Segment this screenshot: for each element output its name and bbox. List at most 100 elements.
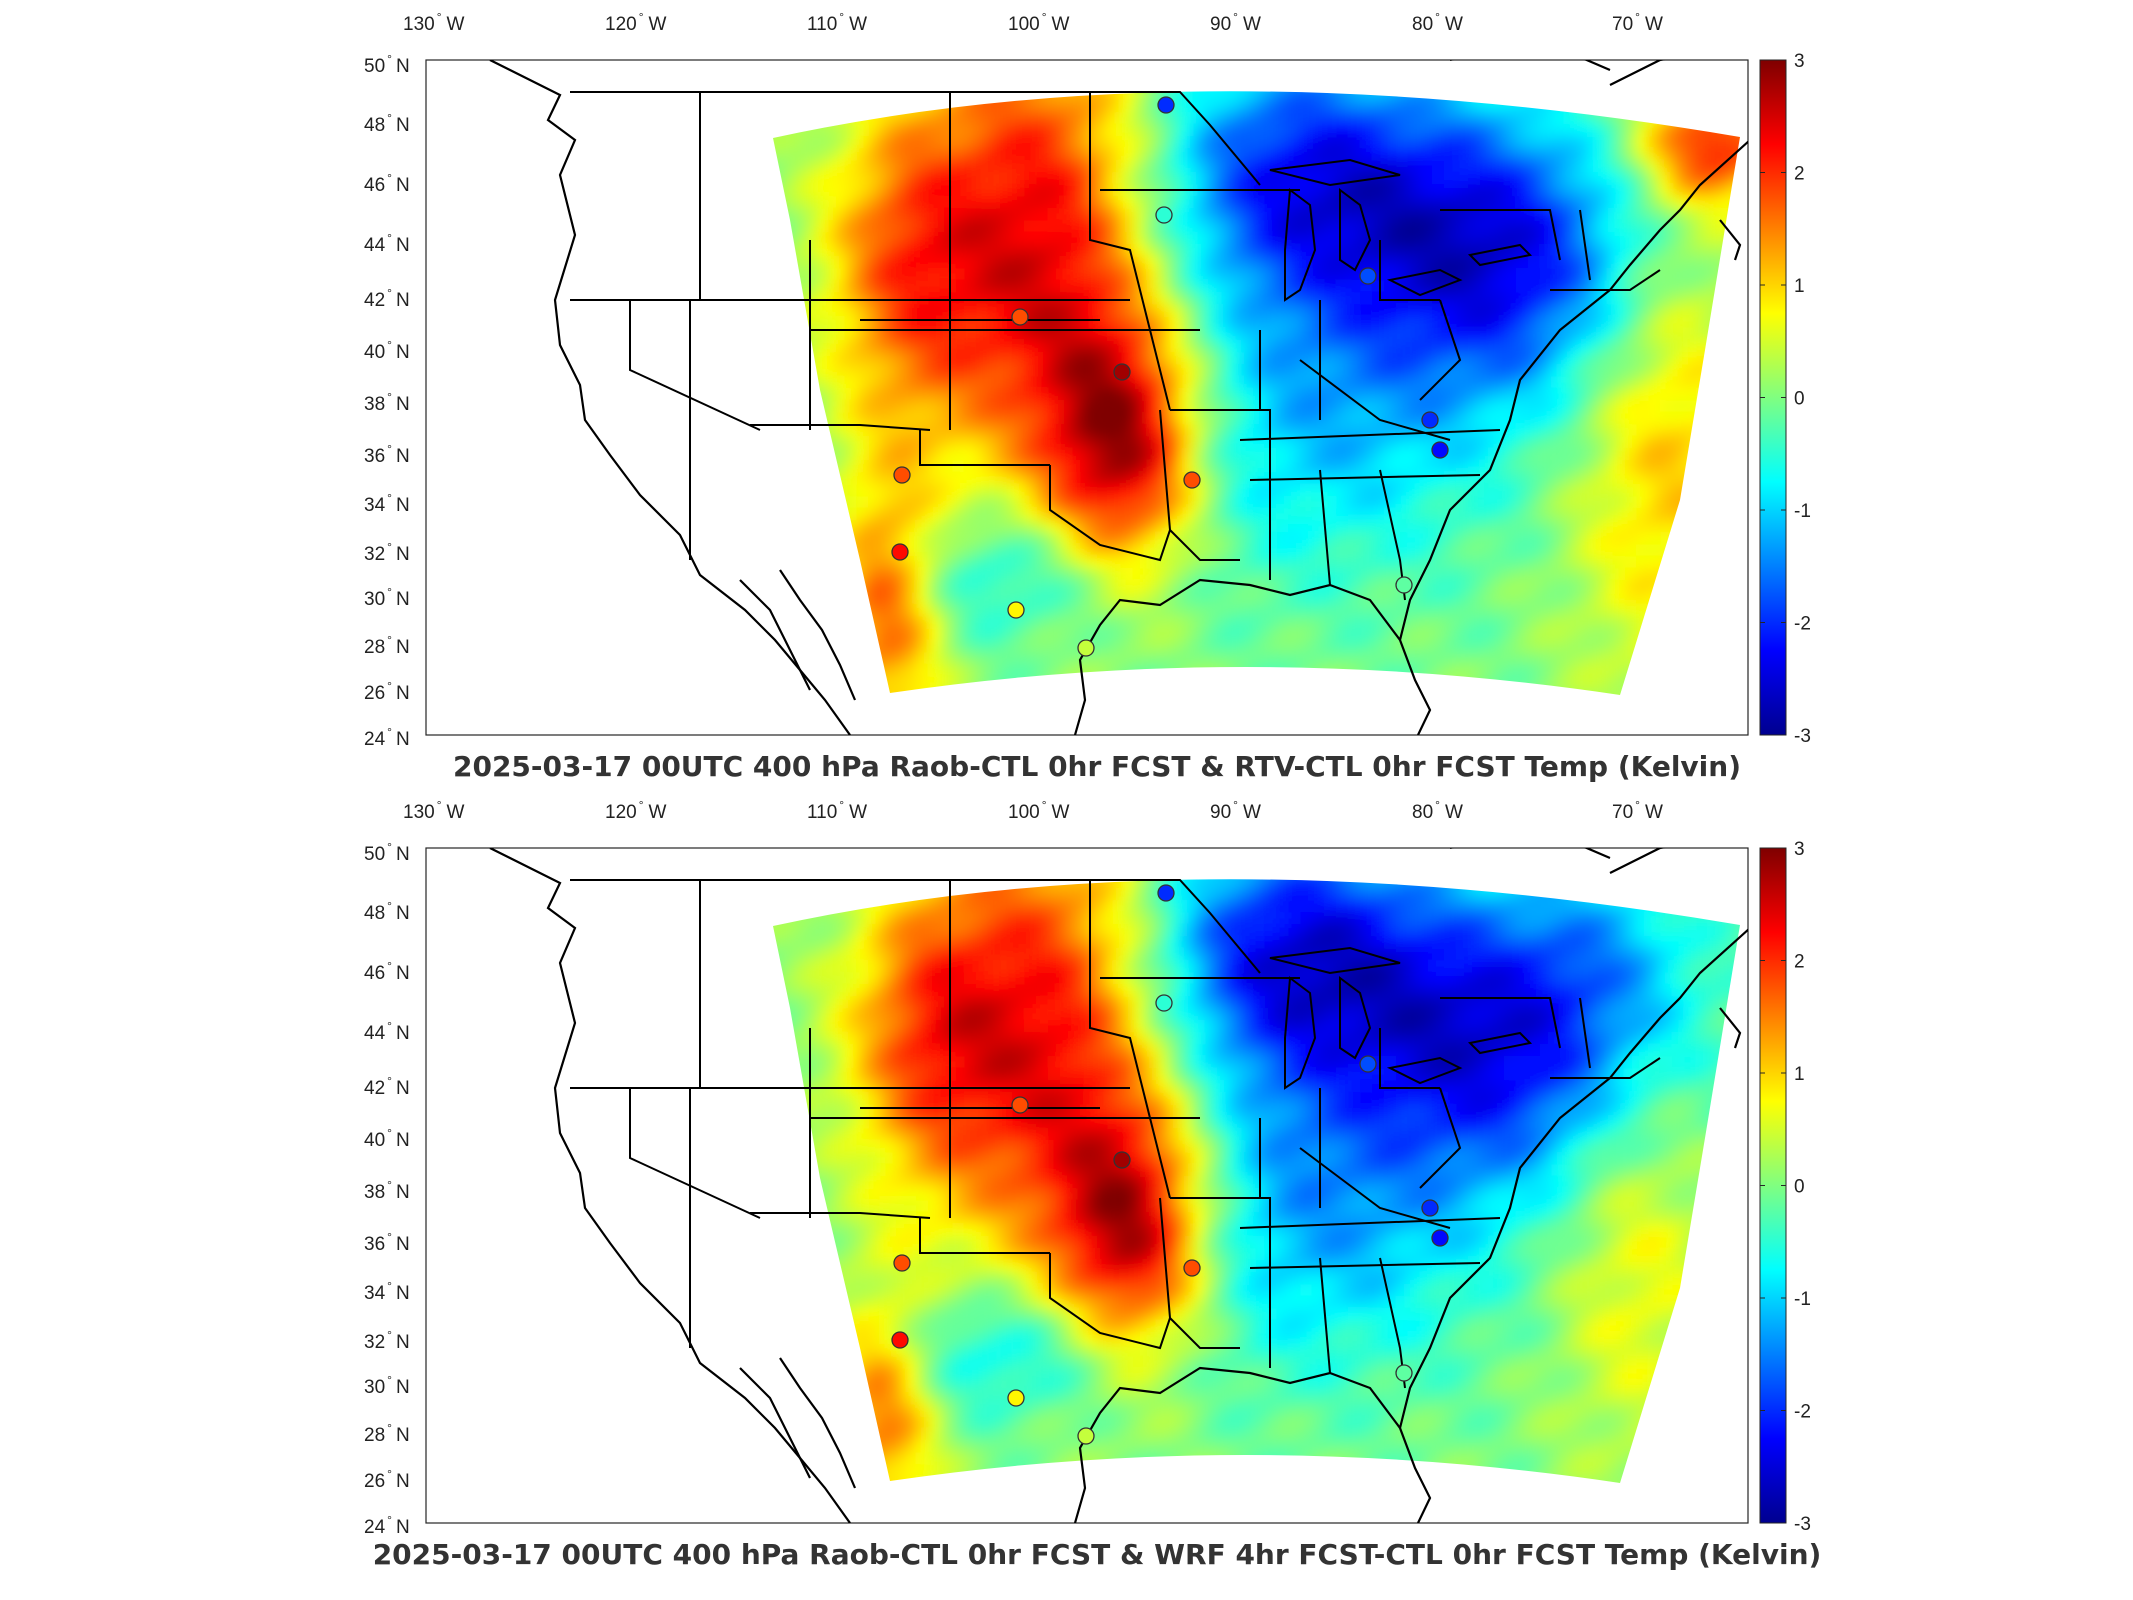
raob-site-marker [891, 543, 909, 561]
raob-site-marker [893, 1254, 911, 1272]
state-border [629, 300, 761, 431]
state-border [919, 1218, 1050, 1254]
raob-site-marker [1113, 363, 1131, 381]
colorbar-tick-label: 3 [1794, 51, 1805, 72]
raob-site-marker [1395, 576, 1413, 594]
latitude-label: 24 ° N [364, 1513, 410, 1538]
state-border [1419, 299, 1462, 401]
state-border [1049, 465, 1171, 562]
longitude-label: 80 ° W [1412, 798, 1463, 823]
raob-site-marker [1183, 1259, 1201, 1277]
state-border [1579, 997, 1591, 1069]
latitude-label: 28 ° N [364, 1421, 410, 1446]
raob-site-marker [1431, 441, 1449, 459]
map-panel-rtv: 130 ° W 120 ° W 110 ° W 100 ° W 90 ° W 80 ° W 70 ° W 50 ° N 48 ° N… [364, 10, 1811, 783]
latitude-label: 40 ° N [364, 338, 410, 363]
state-border [1049, 1253, 1171, 1350]
coastline [489, 848, 851, 1523]
raob-site-marker [1359, 1055, 1377, 1073]
raob-site-marker [1395, 1364, 1413, 1382]
latitude-label: 26 ° N [364, 1467, 410, 1492]
great-lake-outline [1284, 976, 1317, 1090]
state-border [1090, 91, 1261, 186]
longitude-label: 110 ° W [807, 798, 867, 823]
state-border [1319, 1257, 1331, 1374]
raob-site-marker [891, 1331, 909, 1349]
colorbar-tick-label: 2 [1794, 952, 1805, 973]
raob-site-marker [1007, 1389, 1025, 1407]
coastline [779, 569, 857, 701]
latitude-label: 34 ° N [364, 491, 410, 516]
state-border [1440, 209, 1561, 261]
state-border [1550, 1057, 1661, 1079]
colorbar-tick-label: -2 [1794, 614, 1811, 635]
latitude-label: 50 ° N [364, 840, 410, 865]
latitude-label: 38 ° N [364, 390, 410, 415]
coastline [1609, 60, 1666, 86]
panel-title: 2025-03-17 00UTC 400 hPa Raob-CTL 0hr FC… [453, 750, 1741, 783]
coastline [1719, 1007, 1742, 1049]
latitude-label: 24 ° N [364, 725, 410, 750]
state-border [1239, 1217, 1501, 1229]
raob-site-marker [1011, 1096, 1029, 1114]
raob-site-marker [1431, 1229, 1449, 1247]
latitude-label: 30 ° N [364, 585, 410, 610]
state-border [1379, 1028, 1440, 1089]
raob-site-marker [1011, 308, 1029, 326]
temperature-anomaly-field [773, 91, 1740, 695]
great-lake-outline [1467, 243, 1533, 267]
state-border [1089, 92, 1171, 411]
great-lake-outline [1269, 158, 1401, 187]
raob-site-marker [1007, 601, 1025, 619]
coastline [1073, 578, 1401, 735]
coastline [1719, 219, 1742, 261]
coastline [489, 60, 851, 735]
raob-site-marker [1155, 994, 1173, 1012]
colorbar-tick-label: 1 [1794, 276, 1805, 297]
longitude-label: 90 ° W [1210, 798, 1261, 823]
longitude-label: 70 ° W [1612, 10, 1663, 35]
state-border [1299, 1147, 1451, 1229]
coastline [1073, 1366, 1401, 1523]
latitude-label: 32 ° N [364, 1328, 410, 1353]
latitude-label: 46 ° N [364, 959, 410, 984]
state-border [1249, 1262, 1481, 1269]
state-border [1170, 409, 1271, 470]
state-border [1379, 240, 1440, 301]
geography-lines [489, 848, 1748, 1523]
raob-site-marker [1157, 884, 1175, 902]
coastline [1398, 928, 1748, 1523]
great-lake-outline [1339, 976, 1372, 1060]
latitude-label: 40 ° N [364, 1126, 410, 1151]
state-border [1319, 469, 1331, 586]
geography-lines [489, 60, 1748, 735]
latitude-label: 42 ° N [364, 1074, 410, 1099]
great-lake-outline [1269, 946, 1401, 975]
state-border [750, 1212, 931, 1219]
coastline [1398, 140, 1748, 735]
latitude-label: 30 ° N [364, 1373, 410, 1398]
latitude-label: 44 ° N [364, 231, 410, 256]
state-border [1089, 880, 1171, 1199]
longitude-label: 90 ° W [1210, 10, 1261, 35]
map-panel-wrf: 130 ° W 120 ° W 110 ° W 100 ° W 90 ° W 80 ° W 70 ° W 50 ° N 48 ° N… [364, 798, 1821, 1571]
longitude-label: 130 ° W [403, 10, 465, 35]
raob-site-marker [1077, 639, 1095, 657]
colorbar-tick-label: -2 [1794, 1402, 1811, 1423]
latitude-label: 42 ° N [364, 286, 410, 311]
longitude-label: 110 ° W [807, 10, 867, 35]
latitude-label: 48 ° N [364, 111, 410, 136]
latitude-label: 26 ° N [364, 679, 410, 704]
raob-site-marker [893, 466, 911, 484]
latitude-label: 34 ° N [364, 1279, 410, 1304]
longitude-label: 100 ° W [1008, 798, 1070, 823]
longitude-label: 100 ° W [1008, 10, 1070, 35]
state-border [750, 424, 931, 431]
latitude-label: 44 ° N [364, 1019, 410, 1044]
raob-site-markers [891, 96, 1449, 657]
longitude-label: 70 ° W [1612, 798, 1663, 823]
colorbar-tick-label: -3 [1794, 726, 1811, 747]
coastline [739, 1367, 811, 1479]
coastline [779, 1357, 857, 1489]
state-border [629, 1088, 761, 1219]
